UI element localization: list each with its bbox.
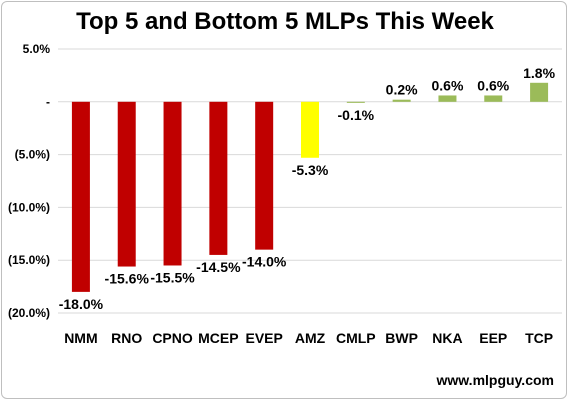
source-credit: www.mlpguy.com	[436, 372, 554, 388]
data-label-amz: -5.3%	[292, 162, 329, 178]
bar-rno	[117, 101, 136, 267]
data-label-nka: 0.6%	[431, 77, 463, 93]
data-label-bwp: 0.2%	[386, 82, 418, 98]
category-label-eep: EEP	[479, 330, 507, 346]
data-label-eep: 0.6%	[477, 77, 509, 93]
chart-title: Top 5 and Bottom 5 MLPs This Week	[76, 8, 494, 35]
bar-cmlp	[346, 101, 365, 103]
bar-nka	[438, 95, 457, 102]
y-tick-label: (10.0%)	[8, 200, 50, 214]
category-label-nka: NKA	[432, 330, 462, 346]
data-labels: -18.0%-15.6% -15.5%-14.5% -14.0% -5.3% -0.1%…	[59, 65, 556, 312]
y-tick-label: (5.0%)	[15, 148, 50, 162]
bar-amz	[301, 101, 319, 158]
category-label-rno: RNO	[111, 330, 142, 346]
category-label-cmlp: CMLP	[336, 330, 376, 346]
data-label-mcep: -14.5%	[196, 259, 241, 275]
bar-nmm	[71, 101, 90, 292]
category-label-nmm: NMM	[64, 330, 97, 346]
category-label-tcp: TCP	[525, 330, 553, 346]
category-label-cpno: CPNO	[152, 330, 193, 346]
y-tick-label: (15.0%)	[8, 253, 50, 267]
category-label-evep: EVEP	[246, 330, 283, 346]
data-label-tcp: 1.8%	[523, 65, 555, 81]
category-label-mcep: MCEP	[198, 330, 238, 346]
bar-mcep	[209, 101, 228, 255]
data-label-cmlp: -0.1%	[338, 107, 375, 123]
category-label-amz: AMZ	[295, 330, 326, 346]
y-tick-label: -	[46, 95, 50, 109]
bar-bwp	[392, 99, 411, 102]
data-label-evep: -14.0%	[242, 254, 287, 270]
bar-eep	[484, 95, 503, 102]
data-label-rno: -15.6%	[105, 271, 150, 287]
y-tick-label: 5.0%	[23, 42, 51, 56]
bar-evep	[255, 101, 274, 250]
bar-cpno	[163, 101, 182, 266]
category-label-bwp: BWP	[385, 330, 418, 346]
y-tick-label: (20.0%)	[8, 306, 50, 320]
category-labels: NMM RNO CPNO MCEP EVEP AMZ CMLP BWP NKA EEP TCP	[64, 330, 553, 346]
bars	[71, 82, 549, 292]
data-label-nmm: -18.0%	[59, 296, 104, 312]
y-axis-tick-labels: 5.0% - (5.0%) (10.0%) (15.0%) (20.0%)	[8, 42, 50, 320]
bar-tcp	[530, 82, 549, 102]
data-label-cpno: -15.5%	[150, 269, 195, 285]
